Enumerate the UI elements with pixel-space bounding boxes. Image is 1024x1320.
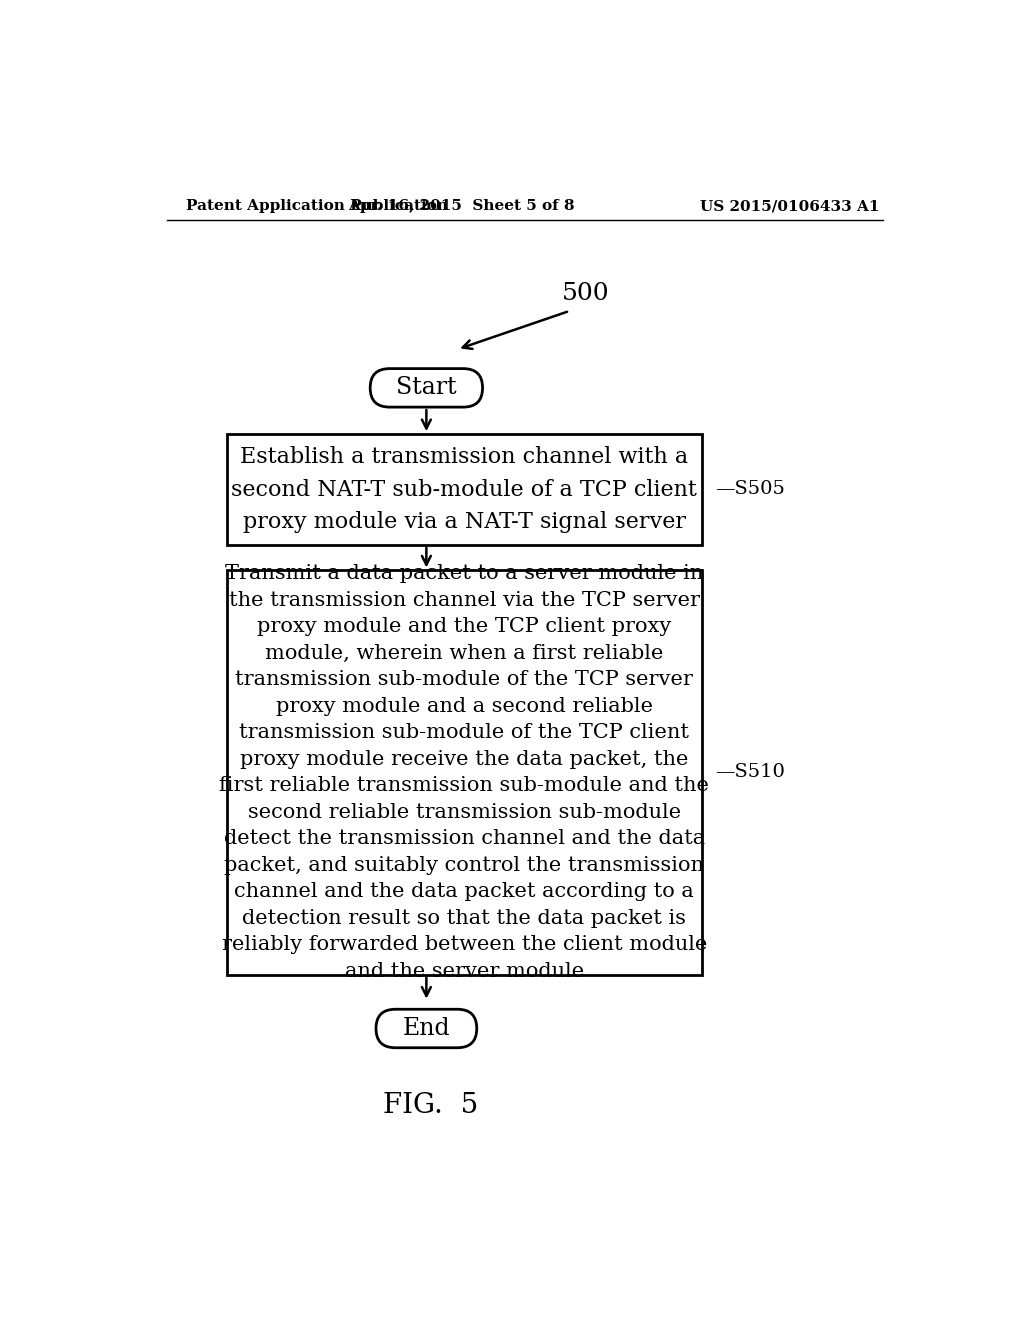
Text: Transmit a data packet to a server module in
the transmission channel via the TC: Transmit a data packet to a server modul… <box>219 564 710 981</box>
Text: FIG.  5: FIG. 5 <box>383 1092 478 1119</box>
Text: —S510: —S510 <box>716 763 785 781</box>
Text: US 2015/0106433 A1: US 2015/0106433 A1 <box>700 199 880 213</box>
Text: Apr. 16, 2015  Sheet 5 of 8: Apr. 16, 2015 Sheet 5 of 8 <box>348 199 574 213</box>
Text: End: End <box>402 1016 451 1040</box>
Bar <box>227 570 701 974</box>
Text: Start: Start <box>396 376 457 400</box>
Text: 500: 500 <box>561 281 609 305</box>
Text: —S505: —S505 <box>716 480 785 499</box>
FancyBboxPatch shape <box>376 1010 477 1048</box>
Text: Establish a transmission channel with a
second NAT-T sub-module of a TCP client
: Establish a transmission channel with a … <box>231 446 697 533</box>
Bar <box>227 434 701 545</box>
FancyBboxPatch shape <box>371 368 482 407</box>
Text: Patent Application Publication: Patent Application Publication <box>186 199 449 213</box>
